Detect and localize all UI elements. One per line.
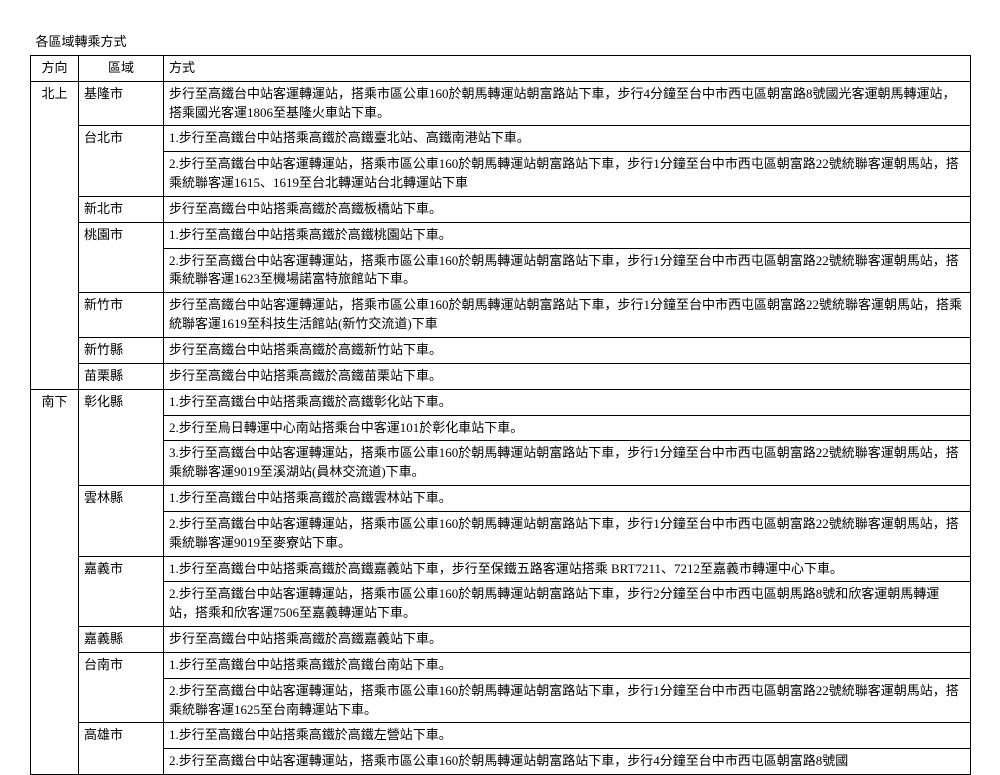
region-cell: 嘉義縣 <box>79 627 164 653</box>
region-cell: 苗栗縣 <box>79 363 164 389</box>
direction-cell: 北上 <box>31 81 79 389</box>
method-cell: 步行至高鐵台中站客運轉運站，搭乘市區公車160於朝馬轉運站朝富路站下車，步行4分… <box>164 81 971 126</box>
method-cell: 步行至高鐵台中站搭乘高鐵於高鐵苗栗站下車。 <box>164 363 971 389</box>
transfer-table: 各區域轉乘方式方向區域方式北上基隆市步行至高鐵台中站客運轉運站，搭乘市區公車16… <box>30 30 971 775</box>
method-cell: 2.步行至高鐵台中站客運轉運站，搭乘市區公車160於朝馬轉運站朝富路站下車，步行… <box>164 152 971 197</box>
method-cell: 2.步行至烏日轉運中心南站搭乘台中客運101於彰化車站下車。 <box>164 415 971 441</box>
method-cell: 1.步行至高鐵台中站搭乘高鐵於高鐵桃園站下車。 <box>164 222 971 248</box>
method-cell: 1.步行至高鐵台中站搭乘高鐵於高鐵彰化站下車。 <box>164 389 971 415</box>
col-header-direction: 方向 <box>31 55 79 81</box>
region-cell: 高雄市 <box>79 723 164 775</box>
region-cell: 新竹縣 <box>79 337 164 363</box>
region-cell: 嘉義市 <box>79 556 164 627</box>
region-cell: 新北市 <box>79 196 164 222</box>
col-header-region: 區域 <box>79 55 164 81</box>
region-cell: 基隆市 <box>79 81 164 126</box>
table-title: 各區域轉乘方式 <box>31 30 971 55</box>
region-cell: 雲林縣 <box>79 486 164 557</box>
method-cell: 步行至高鐵台中站搭乘高鐵於高鐵嘉義站下車。 <box>164 627 971 653</box>
region-cell: 台南市 <box>79 652 164 723</box>
region-cell: 彰化縣 <box>79 389 164 485</box>
method-cell: 1.步行至高鐵台中站搭乘高鐵於高鐵台南站下車。 <box>164 652 971 678</box>
method-cell: 步行至高鐵台中站搭乘高鐵於高鐵新竹站下車。 <box>164 337 971 363</box>
method-cell: 2.步行至高鐵台中站客運轉運站，搭乘市區公車160於朝馬轉運站朝富路站下車，步行… <box>164 749 971 775</box>
method-cell: 步行至高鐵台中站客運轉運站，搭乘市區公車160於朝馬轉運站朝富路站下車，步行1分… <box>164 293 971 338</box>
region-cell: 台北市 <box>79 126 164 197</box>
method-cell: 1.步行至高鐵台中站搭乘高鐵於高鐵雲林站下車。 <box>164 486 971 512</box>
col-header-method: 方式 <box>164 55 971 81</box>
method-cell: 2.步行至高鐵台中站客運轉運站，搭乘市區公車160於朝馬轉運站朝富路站下車，步行… <box>164 582 971 627</box>
method-cell: 步行至高鐵台中站搭乘高鐵於高鐵板橋站下車。 <box>164 196 971 222</box>
method-cell: 2.步行至高鐵台中站客運轉運站，搭乘市區公車160於朝馬轉運站朝富路站下車，步行… <box>164 248 971 293</box>
method-cell: 1.步行至高鐵台中站搭乘高鐵於高鐵左營站下車。 <box>164 723 971 749</box>
direction-cell: 南下 <box>31 389 79 775</box>
method-cell: 3.步行至高鐵台中站客運轉運站，搭乘市區公車160於朝馬轉運站朝富路站下車，步行… <box>164 441 971 486</box>
method-cell: 2.步行至高鐵台中站客運轉運站，搭乘市區公車160於朝馬轉運站朝富路站下車，步行… <box>164 678 971 723</box>
method-cell: 1.步行至高鐵台中站搭乘高鐵於高鐵臺北站、高鐵南港站下車。 <box>164 126 971 152</box>
region-cell: 新竹市 <box>79 293 164 338</box>
method-cell: 1.步行至高鐵台中站搭乘高鐵於高鐵嘉義站下車，步行至保鐵五路客運站搭乘 BRT7… <box>164 556 971 582</box>
region-cell: 桃園市 <box>79 222 164 293</box>
method-cell: 2.步行至高鐵台中站客運轉運站，搭乘市區公車160於朝馬轉運站朝富路站下車，步行… <box>164 511 971 556</box>
